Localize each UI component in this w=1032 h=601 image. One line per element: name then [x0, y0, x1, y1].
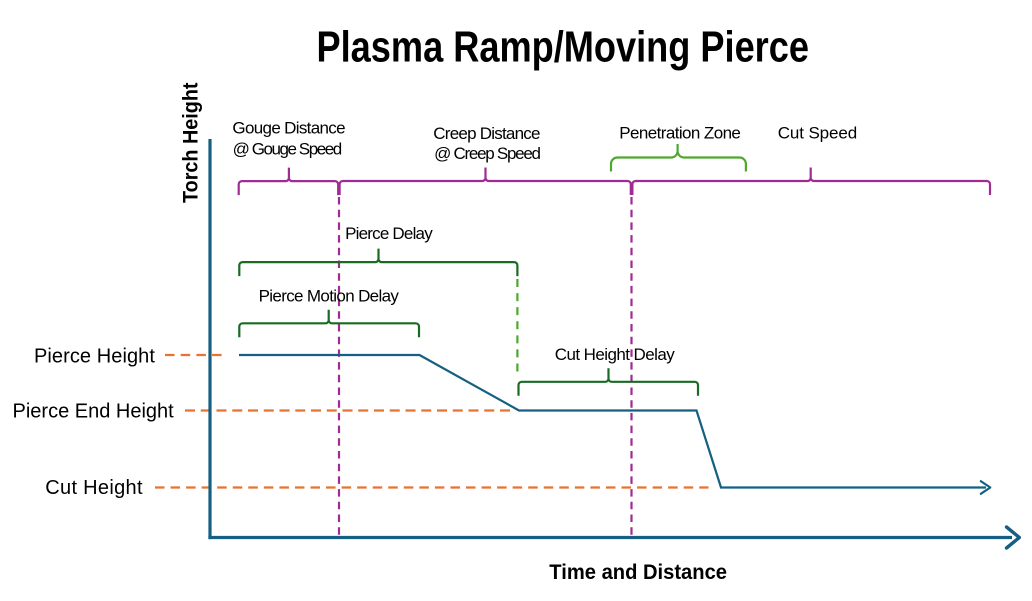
svg-text:@ Creep Speed: @ Creep Speed: [434, 144, 541, 163]
svg-text:Plasma Ramp/Moving Pierce: Plasma Ramp/Moving Pierce: [317, 22, 810, 71]
svg-text:Pierce Delay: Pierce Delay: [345, 224, 433, 243]
svg-text:Pierce Height: Pierce Height: [34, 345, 155, 367]
svg-text:Pierce End Height: Pierce End Height: [13, 400, 175, 422]
svg-text:@ Gouge Speed: @ Gouge Speed: [233, 139, 343, 158]
svg-text:Torch Height: Torch Height: [180, 83, 203, 204]
svg-text:Penetration Zone: Penetration Zone: [619, 124, 741, 143]
svg-text:Cut Height Delay: Cut Height Delay: [555, 345, 675, 364]
svg-text:Creep Distance: Creep Distance: [433, 124, 540, 143]
svg-text:Pierce Motion Delay: Pierce Motion Delay: [259, 287, 400, 306]
svg-text:Cut Height: Cut Height: [45, 477, 143, 499]
svg-text:Cut Speed: Cut Speed: [778, 124, 858, 143]
svg-text:Gouge Distance: Gouge Distance: [232, 119, 345, 138]
svg-text:Time and Distance: Time and Distance: [549, 561, 727, 584]
